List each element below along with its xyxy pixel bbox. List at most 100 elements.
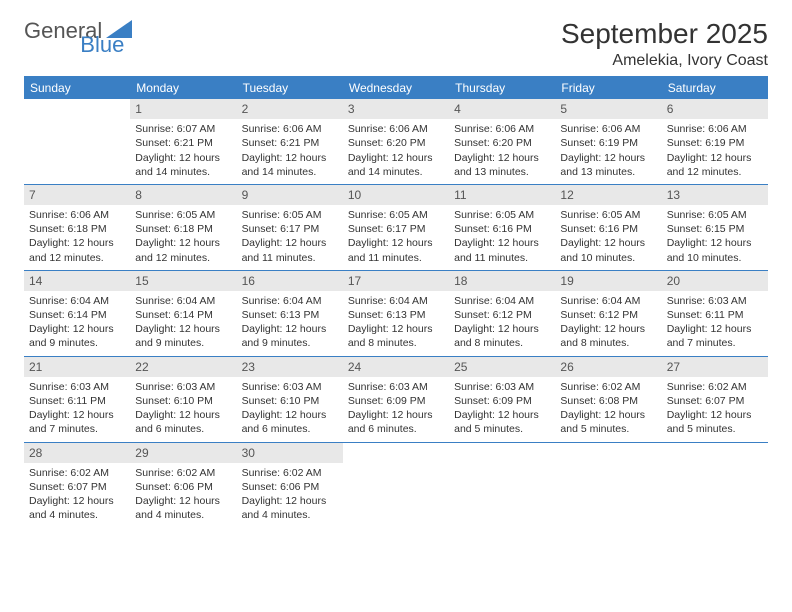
sunrise-text: Sunrise: 6:03 AM [348, 380, 444, 394]
day-info: Sunrise: 6:03 AMSunset: 6:10 PMDaylight:… [130, 377, 236, 442]
sunrise-text: Sunrise: 6:04 AM [560, 294, 656, 308]
calendar-cell: 26Sunrise: 6:02 AMSunset: 6:08 PMDayligh… [555, 357, 661, 442]
sunset-text: Sunset: 6:19 PM [560, 136, 656, 150]
sunrise-text: Sunrise: 6:03 AM [667, 294, 763, 308]
daylight-text: Daylight: 12 hours and 8 minutes. [560, 322, 656, 350]
sunrise-text: Sunrise: 6:05 AM [667, 208, 763, 222]
day-number: 27 [662, 357, 768, 377]
daylight-text: Daylight: 12 hours and 11 minutes. [348, 236, 444, 264]
calendar-cell: 24Sunrise: 6:03 AMSunset: 6:09 PMDayligh… [343, 357, 449, 442]
day-number: 30 [237, 443, 343, 463]
day-info: Sunrise: 6:04 AMSunset: 6:12 PMDaylight:… [555, 291, 661, 356]
daylight-text: Daylight: 12 hours and 12 minutes. [667, 151, 763, 179]
day-number: 16 [237, 271, 343, 291]
daylight-text: Daylight: 12 hours and 4 minutes. [242, 494, 338, 522]
sunset-text: Sunset: 6:11 PM [667, 308, 763, 322]
day-number: 12 [555, 185, 661, 205]
day-header: Thursday [449, 77, 555, 99]
daylight-text: Daylight: 12 hours and 12 minutes. [29, 236, 125, 264]
day-info: Sunrise: 6:05 AMSunset: 6:16 PMDaylight:… [449, 205, 555, 270]
calendar-cell: 28Sunrise: 6:02 AMSunset: 6:07 PMDayligh… [24, 443, 130, 528]
sunset-text: Sunset: 6:07 PM [667, 394, 763, 408]
day-number: 20 [662, 271, 768, 291]
daylight-text: Daylight: 12 hours and 5 minutes. [560, 408, 656, 436]
calendar-cell: 6Sunrise: 6:06 AMSunset: 6:19 PMDaylight… [662, 99, 768, 184]
month-title: September 2025 [561, 18, 768, 50]
sunrise-text: Sunrise: 6:04 AM [29, 294, 125, 308]
day-number: 29 [130, 443, 236, 463]
day-info: Sunrise: 6:05 AMSunset: 6:15 PMDaylight:… [662, 205, 768, 270]
sunset-text: Sunset: 6:06 PM [135, 480, 231, 494]
day-number: 26 [555, 357, 661, 377]
sunrise-text: Sunrise: 6:02 AM [135, 466, 231, 480]
calendar-cell: 22Sunrise: 6:03 AMSunset: 6:10 PMDayligh… [130, 357, 236, 442]
daylight-text: Daylight: 12 hours and 9 minutes. [242, 322, 338, 350]
calendar-cell: 12Sunrise: 6:05 AMSunset: 6:16 PMDayligh… [555, 185, 661, 270]
day-info: Sunrise: 6:06 AMSunset: 6:21 PMDaylight:… [237, 119, 343, 184]
calendar-cell: 2Sunrise: 6:06 AMSunset: 6:21 PMDaylight… [237, 99, 343, 184]
sunrise-text: Sunrise: 6:05 AM [348, 208, 444, 222]
calendar-cell: 8Sunrise: 6:05 AMSunset: 6:18 PMDaylight… [130, 185, 236, 270]
sunrise-text: Sunrise: 6:02 AM [560, 380, 656, 394]
daylight-text: Daylight: 12 hours and 4 minutes. [135, 494, 231, 522]
logo: General Blue [24, 18, 180, 44]
day-number: 24 [343, 357, 449, 377]
location: Amelekia, Ivory Coast [561, 52, 768, 70]
calendar-cell: 14Sunrise: 6:04 AMSunset: 6:14 PMDayligh… [24, 271, 130, 356]
day-number: 5 [555, 99, 661, 119]
calendar-cell: 4Sunrise: 6:06 AMSunset: 6:20 PMDaylight… [449, 99, 555, 184]
sunrise-text: Sunrise: 6:05 AM [454, 208, 550, 222]
daylight-text: Daylight: 12 hours and 7 minutes. [29, 408, 125, 436]
daylight-text: Daylight: 12 hours and 9 minutes. [29, 322, 125, 350]
daylight-text: Daylight: 12 hours and 6 minutes. [242, 408, 338, 436]
day-header: Sunday [24, 77, 130, 99]
daylight-text: Daylight: 12 hours and 4 minutes. [29, 494, 125, 522]
calendar-cell: 25Sunrise: 6:03 AMSunset: 6:09 PMDayligh… [449, 357, 555, 442]
day-info: Sunrise: 6:03 AMSunset: 6:09 PMDaylight:… [343, 377, 449, 442]
day-number: 10 [343, 185, 449, 205]
daylight-text: Daylight: 12 hours and 5 minutes. [667, 408, 763, 436]
day-header: Friday [555, 77, 661, 99]
day-info: Sunrise: 6:05 AMSunset: 6:17 PMDaylight:… [237, 205, 343, 270]
calendar-cell: 9Sunrise: 6:05 AMSunset: 6:17 PMDaylight… [237, 185, 343, 270]
day-info: Sunrise: 6:04 AMSunset: 6:14 PMDaylight:… [130, 291, 236, 356]
sunrise-text: Sunrise: 6:04 AM [242, 294, 338, 308]
day-header: Wednesday [343, 77, 449, 99]
sunset-text: Sunset: 6:16 PM [454, 222, 550, 236]
calendar-cell: 16 Sunrise: 6:04 AMSunset: 6:13 PMDayligh… [237, 271, 343, 356]
calendar-week: 7Sunrise: 6:06 AMSunset: 6:18 PMDaylight… [24, 184, 768, 270]
sunset-text: Sunset: 6:06 PM [242, 480, 338, 494]
sunset-text: Sunset: 6:20 PM [348, 136, 444, 150]
daylight-text: Daylight: 12 hours and 6 minutes. [135, 408, 231, 436]
calendar-cell [449, 443, 555, 528]
daylight-text: Daylight: 12 hours and 14 minutes. [242, 151, 338, 179]
calendar-cell [343, 443, 449, 528]
sunset-text: Sunset: 6:13 PM [242, 308, 338, 322]
sunset-text: Sunset: 6:12 PM [560, 308, 656, 322]
daylight-text: Daylight: 12 hours and 13 minutes. [454, 151, 550, 179]
calendar-cell: 13Sunrise: 6:05 AMSunset: 6:15 PMDayligh… [662, 185, 768, 270]
sunrise-text: Sunrise: 6:03 AM [242, 380, 338, 394]
sunrise-text: Sunrise: 6:03 AM [135, 380, 231, 394]
calendar-cell [555, 443, 661, 528]
day-number: 28 [24, 443, 130, 463]
day-info: Sunrise: 6:04 AMSunset: 6:12 PMDaylight:… [449, 291, 555, 356]
daylight-text: Daylight: 12 hours and 11 minutes. [242, 236, 338, 264]
day-info: Sunrise: 6:06 AMSunset: 6:18 PMDaylight:… [24, 205, 130, 270]
day-info: Sunrise: 6:06 AMSunset: 6:20 PMDaylight:… [343, 119, 449, 184]
day-info: Sunrise: 6:03 AMSunset: 6:09 PMDaylight:… [449, 377, 555, 442]
calendar-cell [662, 443, 768, 528]
sunrise-text: Sunrise: 6:06 AM [242, 122, 338, 136]
day-header: Saturday [662, 77, 768, 99]
header: General Blue September 2025 Amelekia, Iv… [24, 18, 768, 70]
daylight-text: Daylight: 12 hours and 8 minutes. [348, 322, 444, 350]
sunset-text: Sunset: 6:18 PM [29, 222, 125, 236]
calendar-cell: 7Sunrise: 6:06 AMSunset: 6:18 PMDaylight… [24, 185, 130, 270]
day-number: 8 [130, 185, 236, 205]
sunrise-text: Sunrise: 6:07 AM [135, 122, 231, 136]
day-number: 17 [343, 271, 449, 291]
day-number: 22 [130, 357, 236, 377]
calendar-week: 21Sunrise: 6:03 AMSunset: 6:11 PMDayligh… [24, 356, 768, 442]
calendar-week: 14Sunrise: 6:04 AMSunset: 6:14 PMDayligh… [24, 270, 768, 356]
calendar-cell: 29 Sunrise: 6:02 AMSunset: 6:06 PMDayligh… [130, 443, 236, 528]
